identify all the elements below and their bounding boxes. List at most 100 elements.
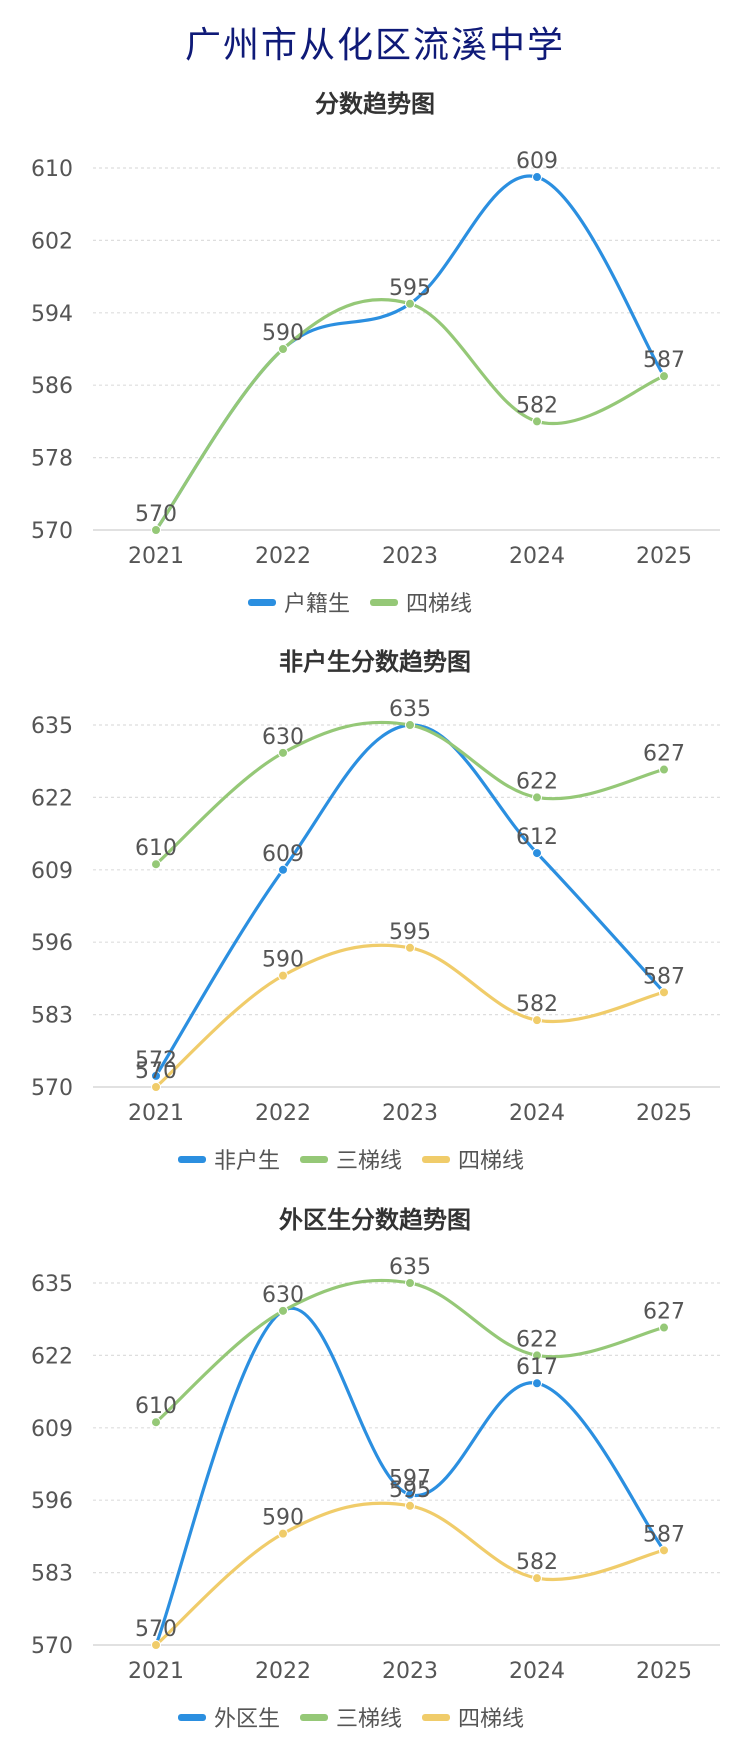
data-point [659,764,669,775]
data-label: 595 [389,920,431,945]
legend-swatch[interactable] [300,1156,328,1163]
data-point [532,792,542,803]
y-tick-label: 594 [31,302,73,327]
series-line [154,174,666,532]
y-tick-label: 583 [31,1562,73,1587]
data-label: 590 [262,321,304,346]
x-tick-label: 2021 [128,1101,184,1126]
legend-swatch[interactable] [178,1714,206,1721]
data-point [405,720,415,730]
data-label: 617 [516,1355,558,1380]
data-point [151,1640,161,1650]
x-tick-label: 2025 [636,544,692,569]
data-label: 635 [389,1255,431,1280]
chart-3: 外区生分数趋势图 570 583 596 609 622 635 2021 2022 2023 20… [31,1206,720,1732]
data-label: 627 [643,1300,685,1325]
x-tick-label: 2023 [382,544,438,569]
x-tick-label: 2023 [382,1101,438,1126]
x-tick-label: 2024 [509,1101,565,1126]
data-label: 609 [516,149,558,174]
data-label: 587 [643,1522,685,1547]
data-label: 609 [262,842,304,867]
data-label: 622 [516,769,558,794]
data-label: 595 [389,1478,431,1503]
data-point [278,1305,288,1316]
data-label: 582 [516,393,558,418]
legend-label[interactable]: 四梯线 [406,592,472,617]
x-tick-label: 2022 [255,1101,311,1126]
y-tick-label: 596 [31,1489,73,1514]
page-title: 广州市从化区流溪中学 [184,25,565,66]
data-label: 572 [135,1048,177,1073]
data-point [405,298,415,309]
x-tick-label: 2022 [255,544,311,569]
data-label: 582 [516,992,558,1017]
x-tick-label: 2021 [128,1659,184,1684]
y-tick-label: 578 [31,447,73,472]
legend-label[interactable]: 四梯线 [458,1707,524,1732]
chart-title: 外区生分数趋势图 [279,1206,471,1234]
data-label: 587 [643,964,685,989]
y-tick-label: 602 [31,229,73,254]
data-point [532,1378,542,1389]
y-tick-label: 570 [31,1634,73,1659]
legend-label[interactable]: 户籍生 [284,592,350,617]
series-line [154,1306,666,1647]
data-label: 610 [135,836,177,861]
series-line [154,943,666,1089]
data-point [278,970,288,981]
legend-swatch[interactable] [178,1156,206,1163]
series-line [154,720,666,866]
legend-swatch[interactable] [422,1714,450,1721]
data-label: 595 [389,276,431,301]
x-tick-label: 2024 [509,544,565,569]
x-tick-label: 2023 [382,1659,438,1684]
data-point [151,1417,161,1428]
data-point [278,747,288,758]
y-tick-label: 622 [31,1344,73,1369]
data-label: 570 [135,1059,177,1084]
data-point [405,1278,415,1288]
data-point [151,1082,161,1092]
y-tick-label: 609 [31,1417,73,1442]
data-point [532,172,542,183]
legend-label[interactable]: 四梯线 [458,1149,524,1174]
data-label: 630 [262,1283,304,1308]
data-label: 630 [262,725,304,750]
data-point [532,416,542,427]
data-point [532,1573,542,1584]
data-label: 612 [516,825,558,850]
series-line [154,297,666,532]
y-tick-label: 586 [31,374,73,399]
legend-swatch[interactable] [422,1156,450,1163]
y-tick-label: 609 [31,859,73,884]
data-point [659,1322,669,1333]
data-point [405,1500,415,1511]
data-label: 635 [389,697,431,722]
y-tick-label: 596 [31,931,73,956]
data-point [151,525,161,535]
x-tick-label: 2025 [636,1101,692,1126]
data-label: 590 [262,1506,304,1531]
y-tick-label: 635 [31,1272,73,1297]
legend-label[interactable]: 外区生 [214,1707,280,1732]
legend-label[interactable]: 非户生 [214,1149,280,1174]
data-label: 570 [135,1617,177,1642]
legend-swatch[interactable] [248,599,276,606]
chart-title: 分数趋势图 [315,90,435,118]
data-point [659,987,669,998]
legend-swatch[interactable] [370,599,398,606]
data-point [532,1015,542,1026]
legend-swatch[interactable] [300,1714,328,1721]
data-label: 587 [643,348,685,373]
chart-1: 分数趋势图 570 578 586 594 602 610 2021 2022 2023 2024 2… [31,90,720,617]
y-tick-label: 622 [31,786,73,811]
data-label: 582 [516,1550,558,1575]
x-tick-label: 2021 [128,544,184,569]
legend-label[interactable]: 三梯线 [336,1149,402,1174]
series-line [154,1501,666,1647]
series-line [154,723,666,1078]
legend-label[interactable]: 三梯线 [336,1707,402,1732]
data-point [405,942,415,953]
data-label: 597 [389,1467,431,1492]
